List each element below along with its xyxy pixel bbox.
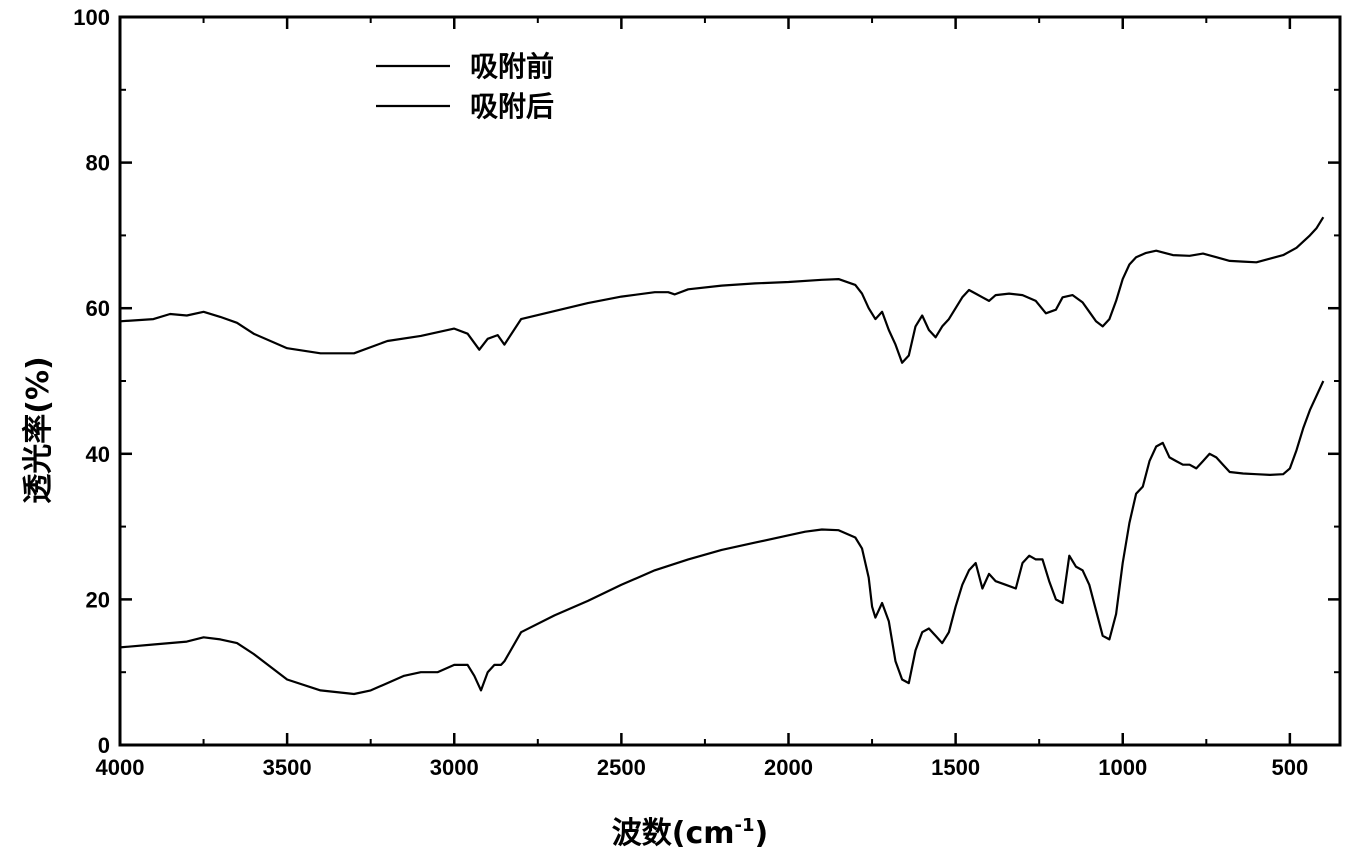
x-tick-label: 2000 (764, 755, 813, 780)
x-tick-label: 1000 (1098, 755, 1147, 780)
x-axis: 4000 3500 3000 2500 2000 1500 1000 500 (96, 17, 1309, 780)
y-tick-label: 80 (86, 151, 110, 176)
y-tick-label: 20 (86, 587, 110, 612)
plot-border (118, 15, 1342, 747)
x-tick-label: 500 (1272, 755, 1309, 780)
x-tick-label: 2500 (597, 755, 646, 780)
legend-label: 吸附前 (470, 50, 554, 83)
x-axis-title: 波数(cm-1) (612, 815, 768, 851)
series-line-2 (119, 380, 1325, 696)
x-tick-label: 3000 (430, 755, 479, 780)
y-axis: 0 20 40 60 80 100 (73, 5, 1340, 758)
y-tick-label: 0 (98, 733, 110, 758)
legend-label: 吸附后 (470, 90, 554, 123)
x-tick-label: 4000 (96, 755, 145, 780)
plot-area (118, 15, 1342, 747)
x-tick-label: 3500 (263, 755, 312, 780)
y-tick-label: 40 (86, 442, 110, 467)
series-line-1 (119, 216, 1325, 364)
y-tick-label: 60 (86, 296, 110, 321)
x-tick-label: 1500 (931, 755, 980, 780)
y-axis-title: 透光率(%) (21, 356, 56, 503)
y-tick-label: 100 (73, 5, 110, 30)
series-layer (119, 216, 1325, 696)
